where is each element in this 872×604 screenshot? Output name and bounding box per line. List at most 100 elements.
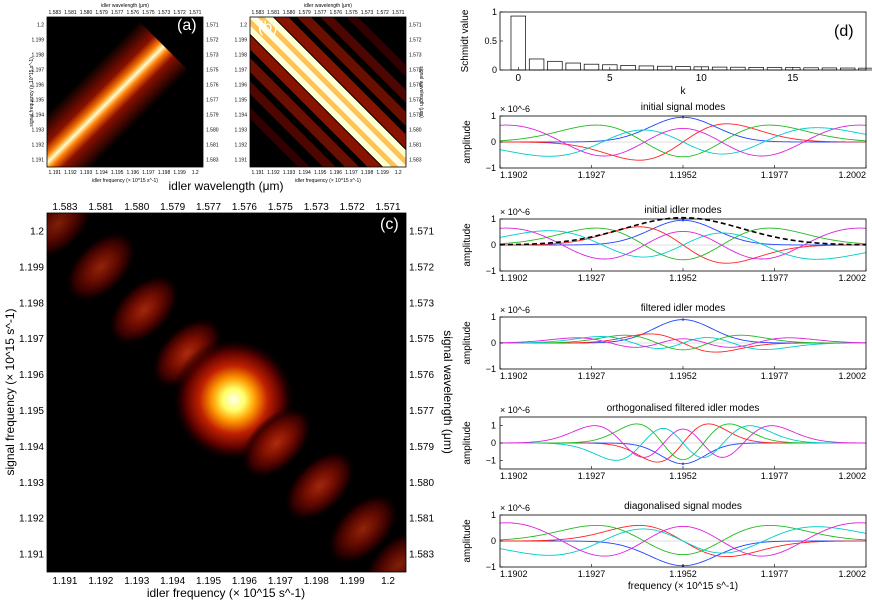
tick-label: 1.1927 (578, 273, 606, 283)
ridge-fringe (261, 17, 406, 159)
tick-label: 1.579 (160, 202, 185, 213)
tick-label: 1.576 (330, 10, 343, 16)
mode-curve (499, 526, 867, 556)
tick-label: 1 (491, 214, 496, 224)
mode-curve (499, 227, 867, 261)
tick-label: 1.2002 (838, 273, 866, 283)
mode-blob (362, 528, 406, 572)
tick-label: 1.194 (160, 576, 185, 587)
tick-label: 1.575 (409, 334, 434, 345)
tick-label: 1.192 (267, 170, 280, 176)
tick-label: 1.583 (52, 202, 77, 213)
exponent-label: × 10^-6 (500, 405, 530, 415)
tick-label: 1.577 (409, 406, 434, 417)
tick-label: 1.573 (158, 10, 171, 16)
panel-title: initial signal modes (641, 102, 726, 113)
mode-curve (500, 442, 866, 465)
ridge-fringe (250, 25, 395, 167)
tick-label: 1.573 (361, 10, 374, 16)
tick-label: 1.575 (142, 10, 155, 16)
panel-b-frame (249, 16, 407, 168)
tick-label: 1.199 (340, 576, 365, 587)
panel-title: diagonalised signal modes (624, 501, 742, 512)
tick-label: 1.573 (304, 202, 329, 213)
tick-label: 1.195 (314, 170, 327, 176)
tick-label: 1.193 (283, 170, 296, 176)
tick-label: 1.579 (206, 112, 219, 118)
panel-a-bottom-label: idler frequency (× 10^15 s^-1) (92, 178, 158, 184)
tick-label: 0 (491, 240, 496, 250)
peak-marker (681, 462, 685, 465)
panel-a-ticks: 1.583 1.581 1.580 1.579 1.577 1.576 1.575 1.573… (31, 10, 218, 176)
ridge-fringe (250, 17, 406, 167)
tick-label: 1.197 (142, 170, 155, 176)
panel-b-ticks: 1.583 1.581 1.580 1.579 1.577 1.576 1.575 1.573… (234, 10, 421, 176)
exponent-label: × 10^-6 (500, 305, 530, 315)
mode-curve (499, 230, 867, 260)
tick-label: 1.196 (19, 370, 44, 381)
tick-label: 1.1977 (761, 471, 789, 481)
tick-label: 1.197 (234, 67, 247, 73)
tick-label: 1.572 (340, 202, 365, 213)
tick-label: 1.198 (234, 52, 247, 58)
tick-label: 1.191 (252, 170, 265, 176)
tick-label: 1.2 (192, 170, 199, 176)
tick-label: 1.581 (206, 142, 219, 148)
panel-title: filtered idler modes (641, 303, 725, 314)
ridge-fringe (250, 17, 406, 167)
panel-c-ticks: 1.583 1.581 1.580 1.579 1.577 1.576 1.575 1.573… (19, 202, 434, 587)
tick-label: 1.1902 (500, 471, 528, 481)
tick-label: 1.583 (409, 157, 422, 163)
tick-label: 1.2 (381, 576, 395, 587)
mode-curve (500, 334, 866, 351)
tick-label: 1.581 (409, 514, 434, 525)
schmidt-bar (565, 62, 581, 71)
tick-label: 1 (491, 312, 496, 322)
tick-label: 1.583 (206, 157, 219, 163)
tick-label: 1.196 (31, 82, 44, 88)
mode-blob (64, 230, 137, 303)
tick-label: 1.577 (206, 97, 219, 103)
y-axis-label: amplitude (462, 519, 473, 563)
peak-marker (681, 116, 685, 119)
panel-d-letter: (d) (834, 23, 854, 40)
tick-label: 1.579 (409, 442, 434, 453)
panel-a-ridge (47, 21, 189, 167)
tick-label: 1.581 (64, 10, 77, 16)
tick-label: 0 (491, 438, 496, 448)
tick-label: 1.2002 (838, 371, 866, 381)
schmidt-bar (528, 58, 545, 71)
tick-label: 1.198 (304, 576, 329, 587)
tick-label: 1.2002 (838, 569, 866, 579)
tick-label: 1.1902 (500, 170, 528, 180)
tick-label: −1 (486, 364, 496, 374)
tick-label: 1.575 (206, 67, 219, 73)
mode-panels: initial signal modes amplitude × 10^-6 1 0 −1… (462, 102, 867, 592)
panel-c-frame (46, 212, 407, 573)
tick-label: −1 (486, 562, 496, 572)
tick-label: 1.1927 (578, 371, 606, 381)
panel-c-letter: (c) (380, 216, 399, 233)
tick-label: 1.579 (409, 112, 422, 118)
tick-label: 1.571 (206, 22, 219, 28)
tick-label: 1 (491, 111, 496, 121)
tick-label: 1.571 (409, 226, 434, 237)
tick-label: 1.193 (31, 127, 44, 133)
tick-label: 1.197 (19, 334, 44, 345)
mode-blob (240, 406, 313, 479)
tick-label: 0 (491, 137, 496, 147)
tick-label: 1.199 (173, 170, 186, 176)
exponent-label: × 10^-6 (500, 104, 530, 114)
tick-label: 1.1952 (669, 471, 697, 481)
panel-a: (a) idler wavelength (μm) idler frequenc… (29, 3, 219, 184)
tick-label: 0 (491, 536, 496, 546)
tick-label: 1 (491, 510, 496, 520)
tick-label: 1.197 (345, 170, 358, 176)
panel-b-image (250, 17, 406, 167)
tick-label: 1.572 (376, 10, 389, 16)
tick-label: 5 (607, 73, 613, 84)
mode-curve (500, 423, 866, 461)
schmidt-bar (547, 60, 563, 71)
tick-label: 1.199 (31, 37, 44, 43)
